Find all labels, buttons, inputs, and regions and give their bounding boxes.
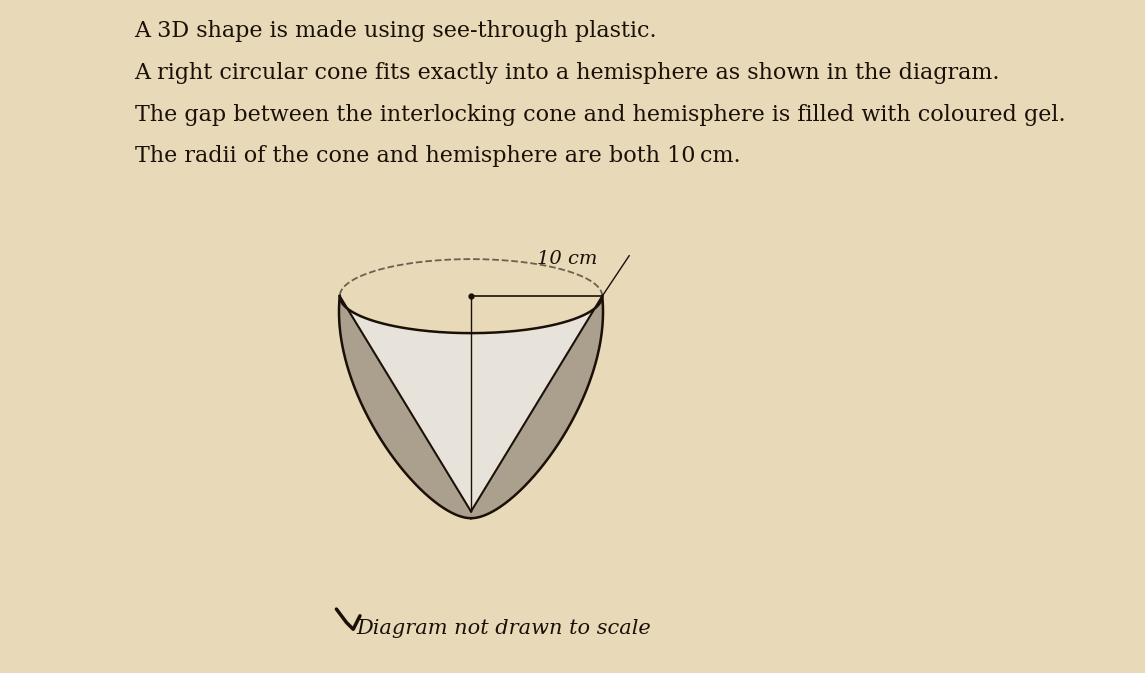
- Text: The radii of the cone and hemisphere are both 10 cm.: The radii of the cone and hemisphere are…: [134, 145, 740, 168]
- Text: Diagram not drawn to scale: Diagram not drawn to scale: [356, 619, 652, 638]
- Text: 10 cm: 10 cm: [537, 250, 598, 268]
- Text: A 3D shape is made using see-through plastic.: A 3D shape is made using see-through pla…: [134, 20, 657, 42]
- Text: The gap between the interlocking cone and hemisphere is filled with coloured gel: The gap between the interlocking cone an…: [134, 104, 1065, 126]
- Polygon shape: [471, 296, 603, 518]
- Polygon shape: [340, 296, 602, 511]
- Polygon shape: [339, 296, 471, 518]
- Text: A right circular cone fits exactly into a hemisphere as shown in the diagram.: A right circular cone fits exactly into …: [134, 62, 1000, 84]
- Polygon shape: [339, 296, 603, 518]
